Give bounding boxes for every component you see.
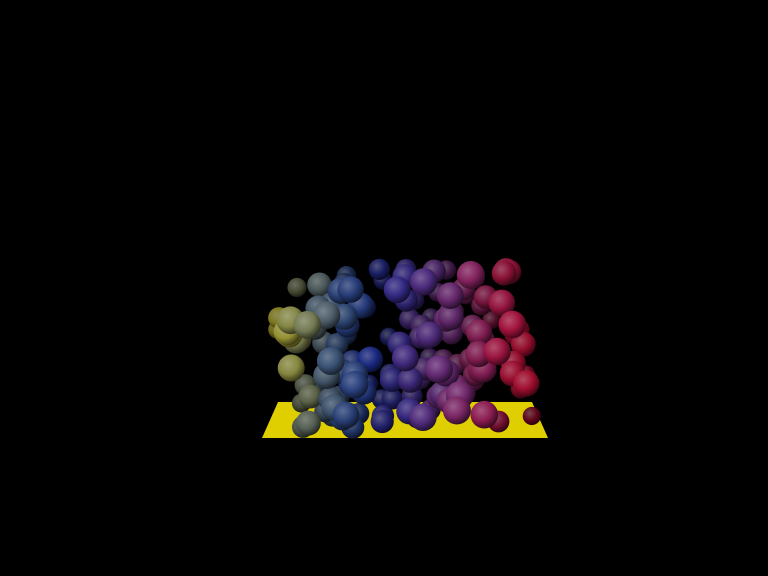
sphere bbox=[513, 370, 540, 397]
sphere bbox=[287, 277, 307, 298]
sphere bbox=[442, 396, 471, 425]
sphere-cluster bbox=[268, 258, 541, 439]
sphere bbox=[438, 304, 464, 331]
sphere bbox=[298, 384, 323, 409]
sphere bbox=[498, 310, 527, 339]
sphere bbox=[293, 311, 322, 339]
sphere bbox=[425, 355, 454, 384]
sphere bbox=[491, 260, 517, 286]
sphere bbox=[470, 400, 499, 429]
sphere bbox=[307, 272, 332, 298]
sphere bbox=[466, 319, 493, 346]
sphere bbox=[410, 268, 438, 296]
sphere bbox=[295, 410, 321, 436]
sphere bbox=[416, 321, 443, 349]
sphere bbox=[277, 354, 305, 382]
sphere bbox=[397, 367, 423, 393]
sphere bbox=[391, 344, 419, 372]
sphere bbox=[370, 409, 394, 434]
sphere bbox=[379, 367, 404, 392]
sphere bbox=[316, 347, 345, 375]
sphere bbox=[510, 331, 536, 357]
sphere bbox=[383, 276, 411, 304]
sphere bbox=[456, 261, 485, 289]
sphere bbox=[337, 276, 364, 303]
sphere bbox=[381, 388, 403, 410]
sphere bbox=[340, 370, 369, 399]
sphere bbox=[368, 258, 390, 280]
sphere bbox=[409, 403, 437, 431]
sphere bbox=[522, 406, 541, 426]
sphere bbox=[332, 401, 360, 429]
sphere bbox=[483, 337, 511, 366]
sphere bbox=[436, 282, 464, 309]
sphere bbox=[488, 289, 516, 317]
